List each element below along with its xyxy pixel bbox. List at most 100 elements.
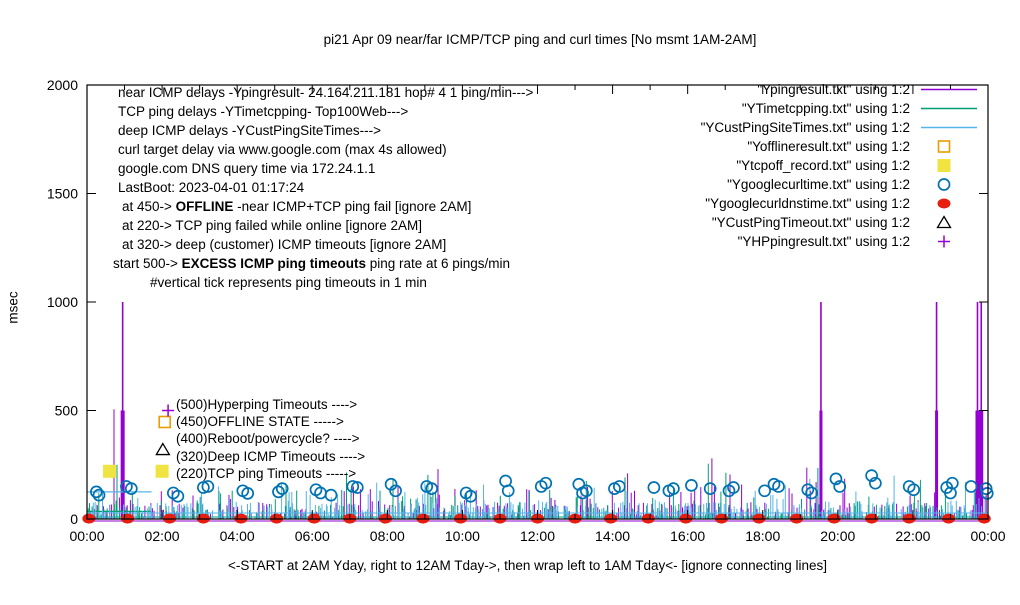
x-tick-label: 06:00: [295, 528, 330, 544]
x-tick-label: 12:00: [520, 528, 555, 544]
x-axis-caption: <-START at 2AM Yday, right to 12AM Tday-…: [228, 558, 827, 573]
legend: [921, 88, 977, 248]
legend-label: "Ygooglecurltime.txt" using 1:2: [727, 177, 910, 192]
level-note: (220)TCP ping Timeouts ----->: [176, 466, 356, 481]
Ygooglecurltime-marker: [945, 476, 959, 490]
Ygooglecurltime-marker: [384, 477, 398, 491]
series-Ygooglecurltime-markers: [90, 469, 994, 503]
Ygooglecurltime-marker: [171, 489, 185, 503]
Ygooglecurltime-marker: [979, 482, 993, 495]
Yofflineresult-marker: [158, 415, 172, 429]
level-note: (450)OFFLINE STATE ----->: [176, 414, 344, 429]
legend-sample-marker: [937, 159, 951, 172]
series-Ypingresult-excess-bar-500: [819, 410, 823, 519]
y-tick-label: 0: [70, 511, 78, 527]
Ygooglecurltime-marker: [907, 483, 921, 497]
Ygooglecurltime-marker: [685, 479, 698, 492]
Ygooglecurltime-marker: [501, 484, 515, 498]
Ygooglecurltime-marker: [124, 482, 138, 495]
legend-sample-marker: [937, 140, 951, 153]
legend-sample-marker: [936, 215, 952, 229]
Ygooglecurltime-marker: [833, 480, 847, 493]
series-Yofflineresult-markers: [158, 415, 172, 429]
legend-sample-marker: [937, 178, 951, 191]
Ygooglecurltime-marker: [869, 476, 882, 490]
series-Ypingresult-excess-bar-500: [935, 410, 939, 519]
Ygooglecurltime-marker: [647, 481, 661, 494]
info-line: at 220-> TCP ping failed while online [i…: [122, 218, 422, 233]
x-tick-label: 08:00: [370, 528, 405, 544]
info-line: deep ICMP delays -YCustPingSiteTimes--->: [118, 123, 381, 138]
x-tick-label: 10:00: [445, 528, 480, 544]
y-axis-label: msec: [5, 291, 21, 324]
Ygooglecurltime-marker: [324, 488, 338, 502]
x-tick-label: 22:00: [895, 528, 930, 544]
legend-label: "Yofflineresult.txt" using 1:2: [747, 139, 910, 154]
Ygooglecurltime-marker: [539, 476, 553, 490]
Ygooglecurltime-marker: [464, 489, 478, 503]
Ygooglecurltime-marker: [944, 486, 957, 500]
Ygooglecurltime-marker: [772, 480, 785, 493]
info-line: curl target delay via www.google.com (ma…: [118, 142, 447, 157]
Ygooglecurltime-marker: [241, 487, 255, 500]
Ygooglecurltime-marker: [350, 481, 364, 494]
info-line: LastBoot: 2023-04-01 01:17:24: [118, 180, 305, 195]
Ygooglecurltime-marker: [964, 480, 978, 493]
x-tick-label: 16:00: [670, 528, 705, 544]
Ytcpoff_record-marker: [155, 464, 169, 478]
legend-sample-marker: [937, 198, 951, 209]
x-tick-label: 14:00: [595, 528, 630, 544]
legend-label: "Ytcpoff_record.txt" using 1:2: [736, 158, 910, 173]
Ygooglecurltime-marker: [865, 469, 878, 482]
level-note: (320)Deep ICMP Timeouts ---->: [176, 449, 365, 464]
Ygooglecurltime-marker: [758, 484, 771, 498]
info-line: TCP ping delays -YTimetcpping- Top100Web…: [118, 104, 408, 119]
YCustPingTimeout-marker: [155, 442, 171, 456]
level-note: (500)Hyperping Timeouts ---->: [176, 397, 357, 412]
Ygooglecurltime-marker: [703, 482, 717, 495]
Ygooglecurltime-marker: [272, 485, 285, 499]
x-tick-label: 18:00: [745, 528, 780, 544]
info-line: at 320-> deep (customer) ICMP timeouts […: [122, 237, 446, 252]
Ygooglecurltime-marker: [92, 488, 106, 502]
y-tick-label: 500: [55, 403, 79, 419]
info-line: near ICMP delays -Ypingresult- 24.164.21…: [118, 85, 533, 100]
Ygooglecurltime-marker: [801, 483, 815, 497]
Ygooglecurltime-marker: [727, 481, 740, 494]
info-line: at 450-> OFFLINE -near ICMP+TCP ping fai…: [122, 199, 471, 214]
Ygooglecurltime-marker: [612, 480, 626, 493]
chart-title: pi21 Apr 09 near/far ICMP/TCP ping and c…: [323, 32, 757, 47]
y-tick-label: 1000: [47, 294, 78, 310]
legend-label: "YHPpingresult.txt" using 1:2: [738, 234, 910, 249]
Ygooglecurltime-marker: [425, 482, 438, 495]
legend-label: "YCustPingSiteTimes.txt" using 1:2: [701, 120, 910, 135]
x-tick-label: 00:00: [69, 528, 104, 544]
x-tick-label: 04:00: [220, 528, 255, 544]
Ygooglecurltime-marker: [579, 484, 593, 498]
series-Ypingresult-excess-bar-500: [979, 410, 984, 519]
Ygooglecurltime-marker: [201, 480, 215, 493]
Ygooglecurltime-marker: [805, 486, 818, 500]
Ygooglecurltime-marker: [980, 487, 994, 500]
legend-label: "Ypingresult.txt" using 1:2: [757, 82, 910, 97]
Ygooglecurltime-marker: [275, 482, 289, 495]
legend-label: "YTimetcpping.txt" using 1:2: [742, 101, 910, 116]
series-Ypingresult-excess-bar-500: [120, 410, 125, 519]
x-tick-label: 02:00: [145, 528, 180, 544]
legend-label: "Ygooglecurldnstime.txt" using 1:2: [705, 196, 910, 211]
Ygooglecurltime-marker: [389, 484, 402, 498]
series-Ypingresult-excess-bar-500: [975, 410, 980, 519]
info-line: google.com DNS query time via 172.24.1.1: [118, 161, 375, 176]
Ygooglecurltime-marker: [667, 482, 680, 495]
y-tick-label: 2000: [47, 77, 78, 93]
info-line: #vertical tick represents ping timeouts …: [150, 275, 427, 290]
Ygooglecurltime-marker: [829, 472, 843, 486]
y-tick-label: 1500: [47, 186, 78, 202]
Ygooglecurltime-marker: [90, 485, 103, 499]
info-line: start 500-> EXCESS ICMP ping timeouts pi…: [113, 256, 510, 271]
x-tick-label: 00:00: [970, 528, 1005, 544]
legend-label: "YCustPingTimeout.txt" using 1:2: [712, 215, 910, 230]
series-YCustPingTimeout-markers: [155, 442, 171, 456]
x-tick-label: 20:00: [820, 528, 855, 544]
